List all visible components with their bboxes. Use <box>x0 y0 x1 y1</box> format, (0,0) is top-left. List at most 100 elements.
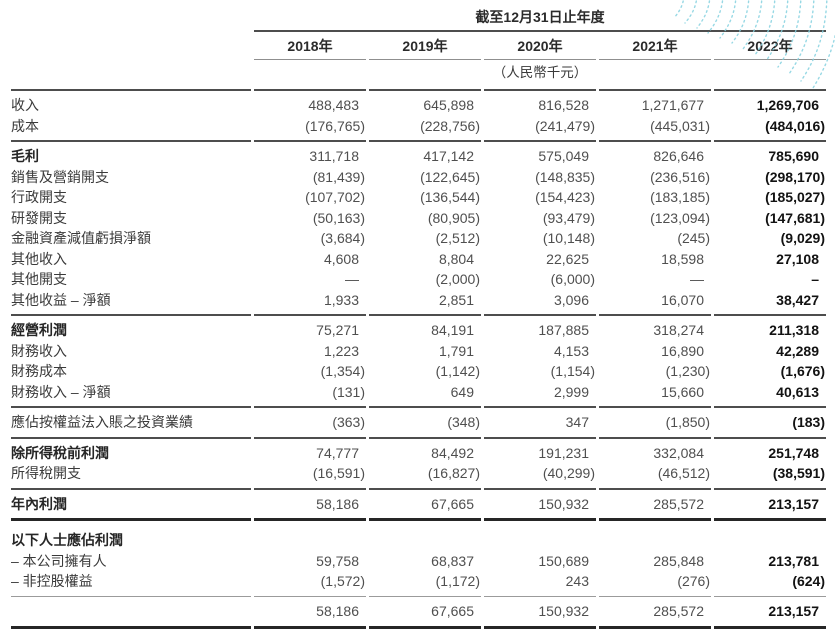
value-cell: (1,572) <box>320 573 365 589</box>
table-row: 財務成本 (1,354) (1,142) (1,154) (1,230) (1,676) <box>11 361 826 382</box>
row-label: 其他開支 <box>11 271 67 287</box>
value-cell: (228,756) <box>420 117 480 134</box>
row-label: 以下人士應佔利潤 <box>11 518 251 551</box>
table-row: 58,186 67,665 150,932 285,572 213,157 <box>11 595 826 629</box>
value-cell <box>369 518 481 551</box>
value-cell: 42,289 <box>776 342 819 359</box>
value-cell: (147,681) <box>765 209 825 226</box>
value-cell: 285,848 <box>653 552 704 569</box>
value-cell: (298,170) <box>765 168 825 185</box>
row-label: 金融資產減值虧損淨額 <box>11 230 151 246</box>
value-cell: (183,185) <box>650 189 710 205</box>
year-column-header: 2020年 <box>484 32 596 60</box>
value-cell: 2,999 <box>553 383 589 400</box>
value-cell: (1,230) <box>665 363 710 379</box>
statement-rows: 收入 488,483 645,898 816,528 1,271,677 1,269,70… <box>11 89 826 629</box>
value-cell: (1,172) <box>435 573 480 589</box>
table-row: 銷售及營銷開支 (81,439) (122,645) (148,835) (236,51… <box>11 167 826 188</box>
row-label: 行政開支 <box>11 189 67 205</box>
table-row: 除所得稅前利潤 74,777 84,492 191,231 332,084 251,748 <box>11 436 826 464</box>
table-row: – 非控股權益 (1,572) (1,172) 243 (276) (624) <box>11 571 826 596</box>
value-cell: 22,625 <box>546 250 589 267</box>
value-cell: 4,153 <box>553 342 589 359</box>
value-cell: 187,885 <box>484 314 596 341</box>
value-cell: (1,154) <box>550 363 595 379</box>
value-cell: (9,029) <box>780 230 825 246</box>
row-label: 財務收入 <box>11 342 67 359</box>
table-row: 研發開支 (50,163) (80,905) (93,479) (123,094) (14… <box>11 208 826 229</box>
value-cell: 4,608 <box>323 250 359 267</box>
value-cell: (38,591) <box>772 465 825 481</box>
value-cell: (276) <box>677 573 710 589</box>
table-row: 行政開支 (107,702) (136,544) (154,423) (183,185)… <box>11 187 826 208</box>
value-cell: (183) <box>714 406 826 437</box>
value-cell: 649 <box>450 383 474 400</box>
value-cell: 191,231 <box>484 436 596 464</box>
row-label: 研發開支 <box>11 209 67 226</box>
value-cell: (122,645) <box>420 168 480 185</box>
value-cell: (1,850) <box>599 406 711 437</box>
value-cell: 15,660 <box>661 383 704 400</box>
value-cell: 150,932 <box>484 595 596 629</box>
currency-unit-note: （人民幣千元） <box>492 65 588 80</box>
value-cell: 211,318 <box>714 314 826 341</box>
value-cell: 2,851 <box>438 291 474 308</box>
value-cell: (1,354) <box>320 363 365 379</box>
value-cell: 3,096 <box>553 291 589 308</box>
value-cell: (10,148) <box>542 230 595 246</box>
table-row: 以下人士應佔利潤 <box>11 518 826 551</box>
value-cell: (80,905) <box>427 209 480 226</box>
value-cell: 75,271 <box>254 314 366 341</box>
unit-note-row: （人民幣千元） <box>11 60 826 89</box>
value-cell: (484,016) <box>765 117 825 134</box>
value-cell: 417,142 <box>369 140 481 167</box>
value-cell: 1,223 <box>323 342 359 359</box>
value-cell: (131) <box>332 383 365 400</box>
row-label: – 本公司擁有人 <box>11 552 107 569</box>
value-cell: 74,777 <box>254 436 366 464</box>
row-label: 應佔按權益法入賬之投資業績 <box>11 406 251 437</box>
value-cell: 8,804 <box>438 250 474 267</box>
value-cell: 58,186 <box>254 595 366 629</box>
table-row: 毛利 311,718 417,142 575,049 826,646 785,690 <box>11 140 826 167</box>
value-cell: (81,439) <box>312 168 365 185</box>
value-cell: (176,765) <box>305 117 365 134</box>
value-cell: 40,613 <box>776 383 819 400</box>
value-cell: (185,027) <box>765 189 825 205</box>
table-row: 其他收益 – 淨額 1,933 2,851 3,096 16,070 38,427 <box>11 290 826 315</box>
value-cell: (123,094) <box>650 209 710 226</box>
period-header-row: 截至12月31日止年度 <box>11 8 826 32</box>
value-cell: 251,748 <box>714 436 826 464</box>
value-cell: 213,157 <box>714 487 826 519</box>
value-cell: (363) <box>254 406 366 437</box>
value-cell: 816,528 <box>484 89 596 116</box>
value-cell: (2,512) <box>435 230 480 246</box>
row-label: 其他收益 – 淨額 <box>11 291 111 308</box>
year-header-row: 2018年 2019年 2020年 2021年 2022年 <box>11 32 826 60</box>
row-label: 所得稅開支 <box>11 465 81 481</box>
value-cell: 347 <box>484 406 596 437</box>
table-row: 其他開支 — (2,000) (6,000) — – <box>11 269 826 290</box>
row-label: 毛利 <box>11 140 251 167</box>
value-cell: (154,423) <box>535 189 595 205</box>
value-cell: 645,898 <box>369 89 481 116</box>
value-cell: 1,269,706 <box>714 89 826 116</box>
value-cell: (93,479) <box>542 209 595 226</box>
value-cell: (148,835) <box>535 168 595 185</box>
row-label: 財務收入 – 淨額 <box>11 383 111 400</box>
value-cell: (1,676) <box>780 363 825 379</box>
row-label: 經營利潤 <box>11 314 251 341</box>
value-cell <box>599 518 711 551</box>
value-cell: (241,479) <box>535 117 595 134</box>
table-row: 金融資產減值虧損淨額 (3,684) (2,512) (10,148) (245) (9,… <box>11 228 826 249</box>
value-cell: 285,572 <box>599 487 711 519</box>
value-cell: 67,665 <box>369 595 481 629</box>
row-label: 財務成本 <box>11 363 67 379</box>
period-title: 截至12月31日止年度 <box>254 8 826 32</box>
row-label: 除所得稅前利潤 <box>11 436 251 464</box>
value-cell: (3,684) <box>320 230 365 246</box>
value-cell: (6,000) <box>550 271 595 287</box>
value-cell: 318,274 <box>599 314 711 341</box>
value-cell: (245) <box>677 230 710 246</box>
